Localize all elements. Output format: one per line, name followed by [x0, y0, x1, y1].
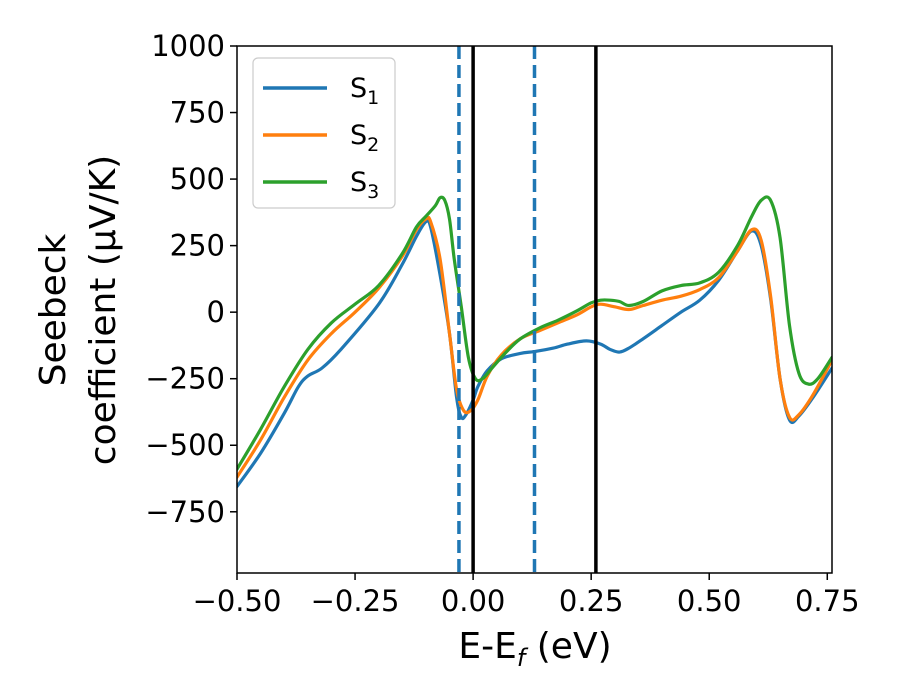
y-tick-label: −250 [145, 362, 225, 396]
y-tick-label: −500 [145, 428, 225, 462]
y-axis-label-line2: coefficient (μV/K) [83, 155, 124, 465]
y-axis-label: Seebeck coefficient (μV/K) [33, 155, 124, 465]
x-tick-label: −0.25 [311, 584, 400, 618]
x-tick-label: 0.50 [677, 584, 742, 618]
x-tick-label: −0.50 [193, 584, 282, 618]
plot-frame [236, 45, 833, 574]
legend-label-s2: S2 [350, 120, 379, 156]
y-tick-label: −750 [145, 495, 225, 529]
series-line-s3 [237, 195, 832, 471]
y-tick-label: 1000 [151, 29, 225, 63]
legend-box [252, 57, 396, 209]
y-tick-label: 0 [207, 295, 225, 329]
y-tick-label: 250 [170, 229, 225, 263]
vertical-reference-lines [457, 46, 598, 573]
y-tick-label: 500 [170, 162, 225, 196]
x-tick-label: 0.00 [441, 584, 506, 618]
y-tick-label: 750 [170, 96, 225, 130]
y-axis-ticks: −750 −500 −250 0 250 500 750 1000 [145, 29, 237, 529]
x-tick-label: 0.25 [559, 584, 624, 618]
x-tick-label: 0.75 [795, 584, 860, 618]
x-axis-label: E-Ef (eV) [458, 626, 611, 672]
x-axis-ticks: −0.50 −0.25 0.00 0.25 0.50 0.75 [193, 573, 860, 618]
plot-lines [237, 195, 832, 489]
x-label-unit: (eV) [525, 626, 611, 667]
y-axis-label-line1: Seebeck [33, 233, 74, 386]
